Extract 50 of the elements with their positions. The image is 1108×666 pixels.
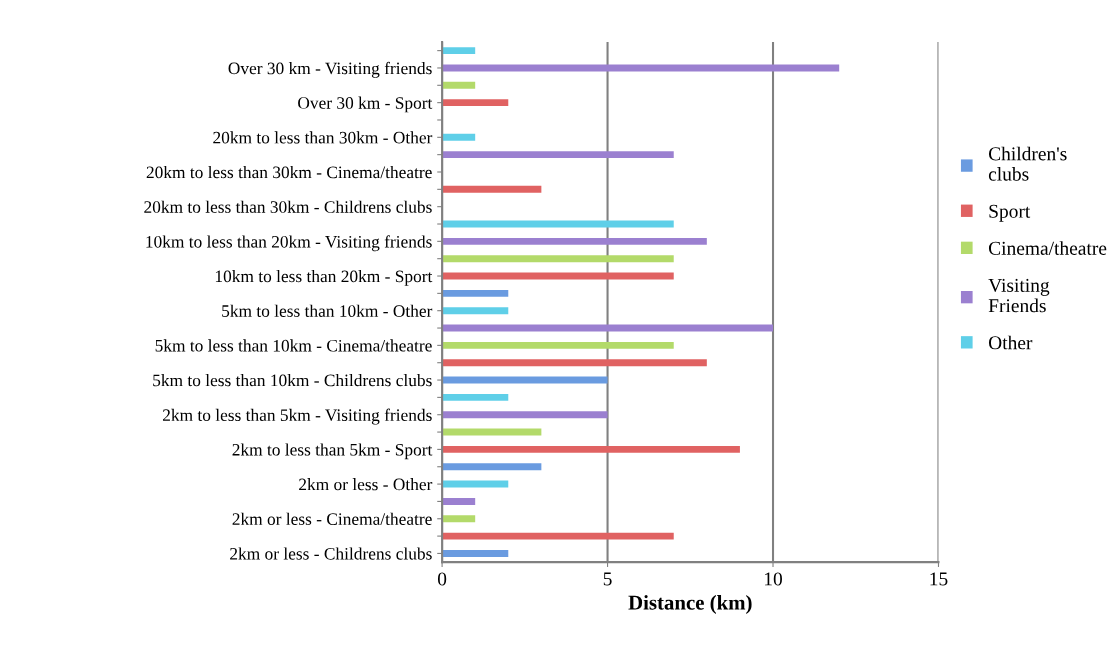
y-tick-label: Over 30 km - Sport [298, 96, 433, 113]
y-tick-label: 5km to less than 10km - Cinema/theatre [155, 339, 432, 352]
y-tick-label: 5km to less than 10km - Other [222, 304, 433, 317]
bar [442, 99, 509, 107]
bar [442, 515, 476, 523]
bar [442, 463, 542, 471]
legend-label: Children's clubs [988, 146, 1067, 181]
legend-label: Visiting Friends [988, 278, 1050, 313]
legend-label: Cinema/theatre [988, 241, 1107, 255]
x-axis-title: Distance (km) [628, 595, 752, 614]
y-tick-label: 10km to less than 20km - Visiting friends [146, 235, 432, 252]
bar [442, 497, 476, 505]
y-tick-label: 20km to less than 30km - Cinema/theatre [146, 165, 432, 179]
legend-label: Other [988, 335, 1033, 350]
bar [442, 411, 608, 419]
bar [442, 445, 740, 453]
y-tick-label: Over 30 km - Visiting friends [228, 61, 432, 78]
y-tick-label: 2km or less - Other [299, 478, 433, 491]
bar [442, 237, 707, 245]
bar [442, 324, 774, 332]
x-tick-label: 5 [603, 572, 612, 586]
bar [442, 341, 674, 349]
x-tick-label: 10 [765, 572, 782, 586]
y-tick-label: 2km or less - Cinema/theatre [232, 512, 432, 525]
bar [442, 532, 674, 540]
bar [442, 428, 542, 436]
bar [442, 81, 476, 89]
bar [442, 185, 542, 193]
bar [442, 64, 840, 72]
bar [442, 393, 509, 401]
y-tick-label: 10km to less than 20km - Sport [215, 270, 433, 286]
y-tick-label: 5km to less than 10km - Childrens clubs [153, 374, 432, 387]
bar [442, 549, 509, 557]
bar [442, 47, 476, 55]
bar [442, 255, 674, 263]
bar [442, 359, 707, 367]
y-tick-label: 20km to less than 30km - Childrens clubs [144, 200, 432, 213]
bar [442, 133, 476, 141]
bar [442, 480, 509, 488]
bar [442, 376, 608, 384]
x-tick-label: 0 [437, 572, 447, 586]
y-tick-label: 20km to less than 30km - Other [213, 131, 433, 144]
bar [442, 289, 509, 297]
y-tick-label: 2km to less than 5km - Sport [232, 443, 433, 460]
legend-label: Sport [989, 204, 1031, 222]
bar [442, 151, 674, 159]
y-tick-label: 2km or less - Childrens clubs [230, 547, 432, 560]
y-tick-label: 2km to less than 5km - Visiting friends [162, 408, 432, 425]
bar [442, 307, 509, 315]
x-tick-label: 15 [930, 572, 948, 586]
